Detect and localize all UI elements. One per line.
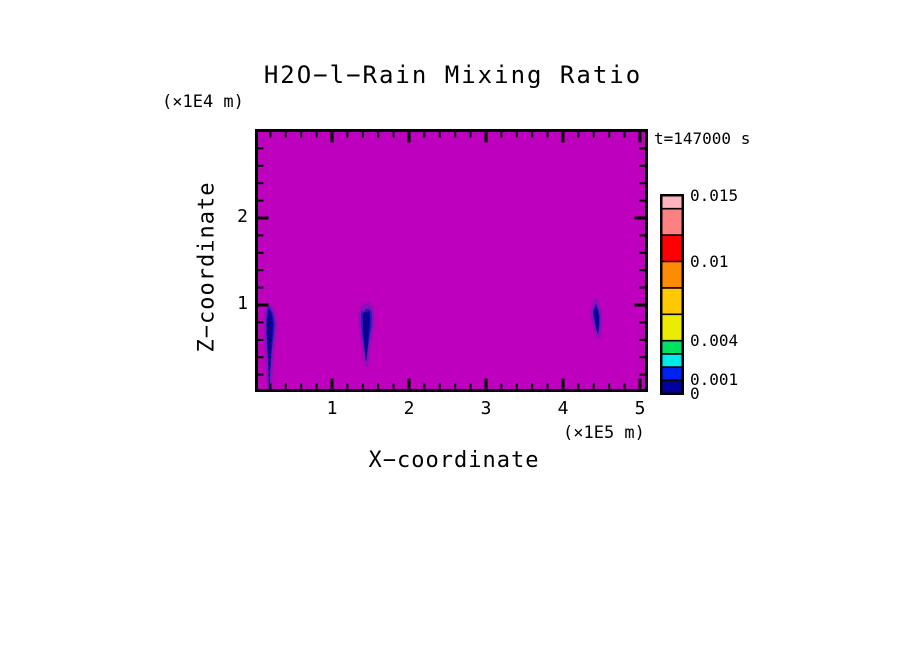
x-tick-label-2: 2 <box>403 398 415 419</box>
colorbar-label-0.001: 0.001 <box>690 370 739 390</box>
x-axis-title: X−coordinate <box>368 448 540 473</box>
chart-title: H2O−l−Rain Mixing Ratio <box>263 61 643 89</box>
time-annotation: t=147000 s <box>654 129 751 148</box>
colorbar-segment <box>661 195 683 209</box>
x-tick-label-4: 4 <box>557 398 569 419</box>
colorbar-segment <box>661 353 683 368</box>
field-background <box>255 129 648 392</box>
rain-plume-2-core <box>363 311 370 361</box>
colorbar <box>660 194 684 395</box>
z-axis-unit-label: (×1E4 m) <box>162 92 244 112</box>
colorbar-label-0.004: 0.004 <box>690 330 739 350</box>
z-tick-label-2: 2 <box>237 206 248 227</box>
x-axis-unit-label: (×1E5 m) <box>563 423 645 443</box>
colorbar-label-0.01: 0.01 <box>690 251 729 271</box>
colorbar-segment <box>661 314 683 341</box>
colorbar-label-0: 0 <box>690 383 700 403</box>
colorbar-segment <box>661 340 683 354</box>
colorbar-segment <box>661 380 683 394</box>
colorbar-segment <box>661 261 683 288</box>
colorbar-segment <box>661 208 683 236</box>
plot-frame <box>255 129 648 392</box>
rain-plume-1-core <box>267 309 273 392</box>
z-tick-label-1: 1 <box>237 293 248 314</box>
colorbar-segment <box>661 367 683 381</box>
plot-area <box>255 129 648 394</box>
colorbar-segment <box>661 287 683 315</box>
x-tick-label-3: 3 <box>480 398 492 419</box>
x-tick-label-5: 5 <box>634 398 646 419</box>
rain-plume-3-core <box>594 307 599 333</box>
colorbar-segment <box>661 235 683 262</box>
z-axis-title: Z−coordinate <box>194 181 220 353</box>
colorbar-frame <box>660 194 684 395</box>
x-tick-label-1: 1 <box>326 398 338 419</box>
colorbar-label-0.015: 0.015 <box>690 185 739 205</box>
